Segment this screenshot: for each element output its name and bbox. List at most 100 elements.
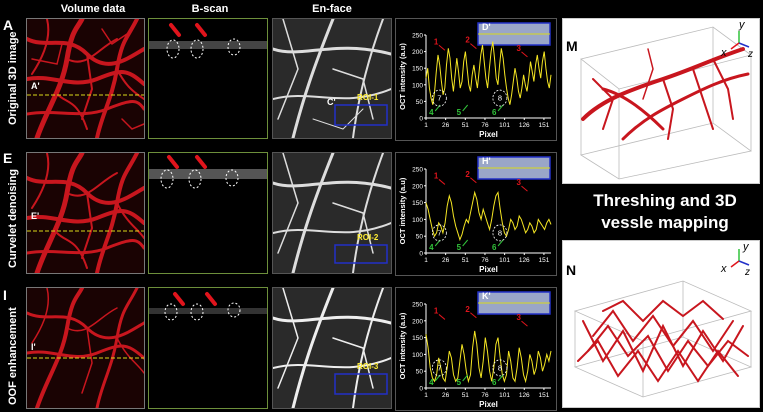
valley-label: 4 bbox=[429, 378, 434, 387]
label-k-prime: K' bbox=[482, 291, 491, 301]
row-label-curvelet: Curvelet denoising bbox=[7, 168, 19, 268]
x-tick-label: 26 bbox=[442, 122, 450, 129]
peak-label: 3 bbox=[516, 44, 521, 53]
y-tick-label: 50 bbox=[416, 234, 424, 241]
y-tick-label: 0 bbox=[419, 386, 423, 393]
label-d-prime: D' bbox=[482, 22, 491, 32]
x-tick-label: 26 bbox=[442, 257, 450, 264]
region-circle bbox=[431, 359, 447, 377]
enface-panel-g: ROI-2 bbox=[272, 152, 392, 274]
bscan-panel-b bbox=[148, 18, 268, 139]
peak-arrow bbox=[470, 177, 477, 184]
label-i-prime: I' bbox=[31, 342, 36, 352]
x-tick-label: 126 bbox=[519, 122, 530, 129]
row-label-original: Original 3D image bbox=[7, 31, 19, 125]
valley-label: 6 bbox=[492, 378, 497, 387]
x-tick-label: 151 bbox=[538, 122, 549, 129]
enface-panel-k: ROI-3 bbox=[272, 287, 392, 409]
peak-arrow bbox=[438, 44, 446, 51]
x-tick-label: 1 bbox=[424, 257, 428, 264]
y-tick-label: 200 bbox=[412, 183, 423, 190]
y-tick-label: 200 bbox=[412, 318, 423, 325]
valley-label: 4 bbox=[429, 108, 434, 117]
panel-letter-m: M bbox=[566, 38, 578, 54]
vessel-map-panel-n: y x z bbox=[562, 240, 760, 408]
peak-arrow bbox=[438, 314, 446, 320]
bscan-image bbox=[149, 155, 267, 189]
header-bscan: B-scan bbox=[191, 3, 229, 15]
volume-panel-e: E' bbox=[26, 152, 145, 274]
x-tick-label: 126 bbox=[519, 392, 530, 399]
region-circle-label: 8 bbox=[498, 363, 502, 372]
peak-label: 1 bbox=[434, 37, 439, 46]
roi-label-1: ROI-1 bbox=[357, 93, 379, 102]
x-tick-label: 26 bbox=[442, 392, 450, 399]
x-tick-label: 101 bbox=[499, 392, 510, 399]
y-tick-label: 100 bbox=[412, 217, 423, 224]
y-tick-label: 50 bbox=[416, 99, 424, 106]
region-circle-label: 8 bbox=[498, 228, 502, 237]
x-tick-label: 76 bbox=[481, 392, 489, 399]
intensity-series-line bbox=[425, 190, 552, 242]
x-tick-label: 1 bbox=[424, 392, 428, 399]
y-tick-label: 200 bbox=[412, 49, 423, 56]
region-circle-label: 8 bbox=[498, 94, 502, 103]
axis-label-y-m: y bbox=[739, 19, 745, 31]
valley-label: 6 bbox=[492, 243, 497, 252]
axis-label-y-n: y bbox=[743, 241, 749, 253]
y-axis-label: OCT intensity (a.u) bbox=[398, 312, 407, 379]
panel-letter-a: A bbox=[3, 17, 14, 33]
enface-image bbox=[273, 288, 391, 408]
label-e-prime: E' bbox=[31, 211, 40, 221]
y-axis-label: OCT intensity (a.u) bbox=[398, 43, 407, 110]
panel-letter-n: N bbox=[566, 262, 577, 278]
region-circle-label: 7 bbox=[437, 228, 441, 237]
vessel-network-image bbox=[27, 153, 144, 273]
y-tick-label: 0 bbox=[419, 116, 423, 123]
enface-panel-c: C' ROI-1 bbox=[272, 18, 392, 139]
region-circle-label: 7 bbox=[437, 94, 441, 103]
enface-image bbox=[273, 153, 391, 273]
label-a-prime: A' bbox=[31, 81, 40, 91]
x-tick-label: 76 bbox=[481, 122, 489, 129]
valley-label: 6 bbox=[492, 108, 497, 117]
region-circle bbox=[492, 224, 508, 242]
vessel-3d-map-m bbox=[579, 26, 752, 180]
bscan-image bbox=[149, 292, 267, 321]
roi-label-2: ROI-2 bbox=[357, 233, 379, 242]
x-tick-label: 101 bbox=[499, 122, 510, 129]
axis-lines bbox=[425, 304, 551, 389]
valley-label: 4 bbox=[429, 243, 434, 252]
valley-label: 5 bbox=[457, 243, 462, 252]
x-tick-label: 51 bbox=[462, 257, 470, 264]
x-tick-label: 51 bbox=[462, 392, 470, 399]
intensity-series-line bbox=[425, 41, 552, 105]
vessel-3d-map-n bbox=[573, 249, 753, 398]
x-tick-label: 101 bbox=[499, 257, 510, 264]
vessel-network-image bbox=[27, 19, 144, 138]
valley-label: 5 bbox=[457, 378, 462, 387]
valley-label: 5 bbox=[457, 108, 462, 117]
y-tick-label: 250 bbox=[412, 302, 423, 309]
axis-label-z-m: z bbox=[748, 49, 753, 60]
volume-panel-i: I' bbox=[26, 287, 145, 409]
axis-label-x-m: x bbox=[721, 47, 727, 59]
axis-label-z-n: z bbox=[745, 267, 750, 278]
y-tick-label: 250 bbox=[412, 167, 423, 174]
peak-arrow bbox=[470, 43, 477, 50]
label-h-prime: H' bbox=[482, 156, 491, 166]
region-circle bbox=[431, 224, 447, 242]
roi-label-3: ROI-3 bbox=[357, 362, 379, 371]
peak-label: 3 bbox=[516, 313, 521, 322]
x-tick-label: 151 bbox=[538, 392, 549, 399]
chart-panel-d: 0 50 100 150 200 250 1 26 51 76 101 126 151 Pixel OCT … bbox=[395, 18, 557, 141]
region-circle-label: 7 bbox=[437, 363, 441, 372]
region-circle bbox=[492, 89, 508, 107]
peak-label: 2 bbox=[465, 305, 470, 314]
peak-label: 1 bbox=[434, 171, 439, 180]
valley-arrow bbox=[497, 104, 504, 112]
panel-letter-i: I bbox=[3, 287, 7, 303]
side-title: Threshing and 3D vessle mapping bbox=[593, 191, 737, 232]
